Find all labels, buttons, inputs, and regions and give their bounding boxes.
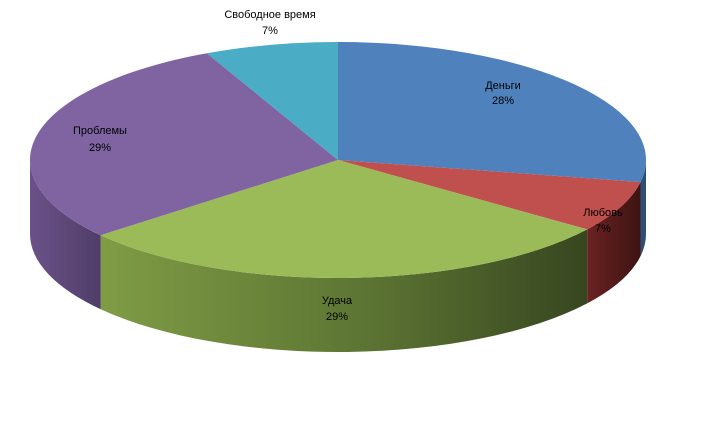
slice-label-lyubov: Любовь (583, 207, 623, 219)
slice-label-problemy: Проблемы (73, 125, 127, 137)
slice-value-lyubov: 7% (595, 223, 611, 235)
pie-slice-4 (206, 42, 338, 160)
pie-slice-0 (338, 42, 647, 183)
slice-value-dengi: 28% (492, 95, 514, 107)
pie-slices (30, 42, 647, 278)
slice-label-dengi: Деньги (485, 80, 521, 92)
pie-slice-1 (338, 160, 641, 230)
pie-data-labels: Деньги 28% Любовь 7% Удача 29% Проблемы … (73, 9, 623, 323)
pie-side-3 (30, 160, 101, 310)
pie-slice-2 (100, 160, 588, 278)
pie-side-0 (640, 160, 646, 257)
slice-value-udacha: 29% (326, 311, 348, 323)
slice-value-svobodnoe-vremya: 7% (262, 25, 278, 37)
slice-label-udacha: Удача (322, 295, 353, 307)
slice-value-problemy: 29% (89, 142, 111, 154)
slice-label-svobodnoe-vremya: Свободное время (224, 9, 315, 21)
pie-side-1 (587, 182, 641, 304)
pie-slice-3 (30, 53, 339, 236)
pie-side-2 (100, 229, 588, 352)
pie-depth-sides (30, 160, 646, 352)
